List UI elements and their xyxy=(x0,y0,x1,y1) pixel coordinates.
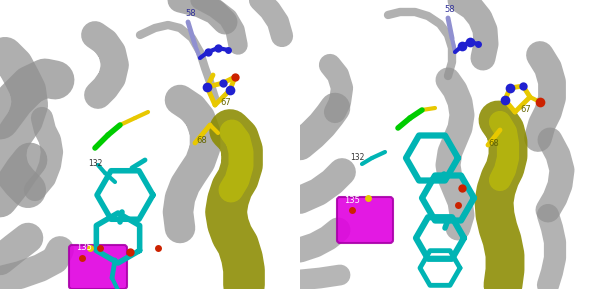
Text: 67: 67 xyxy=(220,98,231,107)
Text: 68: 68 xyxy=(196,136,207,145)
FancyBboxPatch shape xyxy=(337,197,393,243)
Text: 58: 58 xyxy=(185,9,196,18)
Text: 135: 135 xyxy=(344,196,360,205)
Text: 58: 58 xyxy=(444,5,455,14)
Text: 67: 67 xyxy=(520,105,531,114)
Text: 68: 68 xyxy=(488,139,499,148)
FancyBboxPatch shape xyxy=(69,245,127,289)
Text: 135: 135 xyxy=(76,243,92,252)
Text: 132: 132 xyxy=(350,153,364,162)
Text: 132: 132 xyxy=(88,159,103,168)
